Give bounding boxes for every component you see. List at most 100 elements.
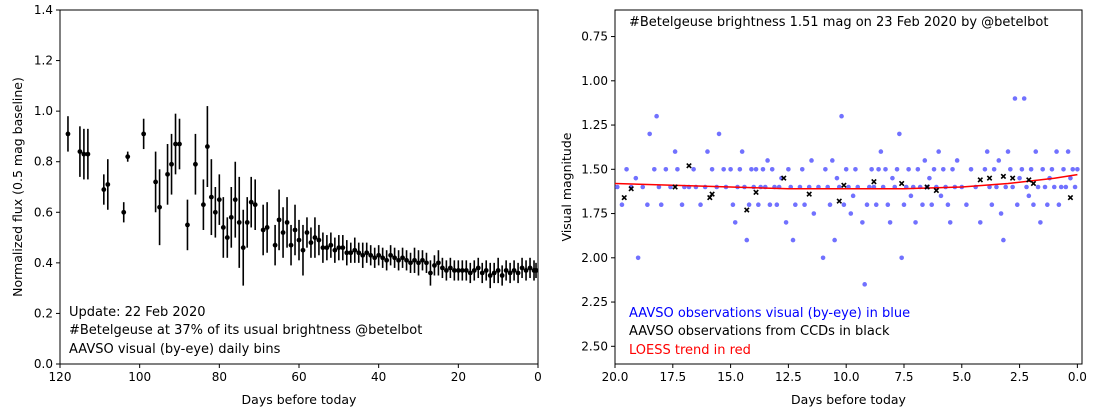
left-chart: 120 100 80 60 40 20 0 0.0 0.2 0.4 0.6 0.8 1.0 1.2 1.4… [10,3,542,407]
ccd-observation-point [781,175,787,181]
ccd-marker-stroke [709,191,715,197]
left-data-marker [193,161,198,167]
left-data-marker [248,199,254,205]
left-data-marker [204,144,210,149]
left-data-marker [483,268,489,273]
left-data-point [376,245,382,266]
visual-observation-point [799,167,805,172]
left-data-point [467,262,473,284]
visual-observation-point [950,167,955,172]
left-data-point [428,260,433,286]
left-data-point [364,242,370,263]
right-plot-frame [614,9,1083,365]
visual-observation-point [811,211,817,216]
left-data-marker [272,242,278,248]
left-x-tick-label: 100 [128,370,151,384]
visual-observation-point [996,158,1002,163]
right-x-tick-label: 7.5 [894,370,913,384]
visual-observation-point [663,167,669,172]
visual-observation-point [809,158,814,163]
visual-observation-point [897,131,902,137]
left-data-point [204,106,210,187]
left-data-point [459,260,465,281]
left-data-marker [428,270,433,276]
left-data-marker [443,268,449,273]
left-data-point [264,202,270,253]
left-data-marker [296,237,302,243]
left-data-marker [340,245,346,251]
left-y-axis-label: Normalized flux (0.5 mag baseline) [10,77,25,297]
left-data-point [240,209,246,286]
visual-observation-point [885,202,891,207]
left-data-marker [487,273,493,278]
left-data-point [495,257,501,284]
left-data-marker [459,268,465,273]
left-data-marker [244,220,250,225]
visual-observation-point [989,202,995,207]
right-chart-title: #Betelgeuse brightness 1.51 mag on 23 Fe… [629,15,1048,30]
visual-observation-point [753,167,759,172]
left-data-marker [360,252,366,258]
left-data-marker [364,250,370,256]
visual-observation-point [853,167,858,172]
left-x-axis-label: Days before today [242,392,358,407]
visual-observation-point [654,113,659,119]
left-data-point [436,250,441,276]
left-data-point [201,179,206,230]
left-annotation-source: AAVSO visual (by-eye) daily bins [69,342,281,357]
left-y-tick-label: 1.0 [34,104,53,118]
left-data-marker [376,252,382,258]
visual-observation-point [672,149,678,154]
visual-observation-point [977,220,983,225]
ccd-marker-stroke [744,207,750,213]
ccd-observation-point [628,186,634,192]
left-data-marker [280,230,286,235]
left-data-marker [432,262,437,268]
ccd-marker-stroke [1009,175,1016,181]
left-data-marker [292,227,298,233]
left-data-point [81,128,87,180]
left-data-point [404,250,409,271]
right-x-tick-label: 2.5 [1010,370,1029,384]
ccd-observation-point [977,177,984,183]
left-data-points [65,106,539,289]
visual-observation-point [790,237,796,243]
right-data-points [614,96,1080,287]
visual-observation-point [647,131,652,137]
right-x-ticks: 20.0 17.5 15.0 12.5 10.0 7.5 5.0 2.5 0.0 [602,364,1087,384]
left-data-point [324,235,330,261]
ccd-marker-stroke [1026,177,1032,183]
left-data-marker [236,220,242,225]
left-data-marker [348,250,354,256]
left-data-marker [125,154,131,160]
legend-ccd-black: AAVSO observations from CCDs in black [629,324,890,339]
left-x-tick-label: 120 [49,370,72,384]
left-data-point [185,199,190,251]
left-data-point [208,159,214,236]
left-data-point [440,257,445,279]
visual-observation-point [922,158,928,163]
visual-observation-point [1061,167,1066,172]
visual-observation-point [786,167,791,172]
visual-observation-point [760,167,766,172]
right-x-tick-label: 17.5 [659,370,686,384]
left-data-point [507,262,513,284]
left-data-marker [264,225,270,230]
visual-observation-point [749,167,754,172]
visual-observation-point [876,167,881,172]
left-data-point [260,204,266,256]
ccd-observation-point [1067,194,1074,201]
left-data-marker [208,194,214,200]
visual-observation-point [984,149,990,154]
right-y-tick-label: 1.25 [581,118,608,132]
visual-observation-point [698,202,703,207]
left-data-point [224,217,230,258]
left-data-marker [527,265,533,271]
left-data-marker [288,242,294,248]
left-y-tick-label: 1.2 [34,54,53,68]
visual-observation-point [716,131,722,137]
ccd-observation-point [709,191,715,197]
ccd-observation-point [841,182,847,188]
visual-observation-point [756,202,761,207]
ccd-marker-stroke [628,186,634,192]
